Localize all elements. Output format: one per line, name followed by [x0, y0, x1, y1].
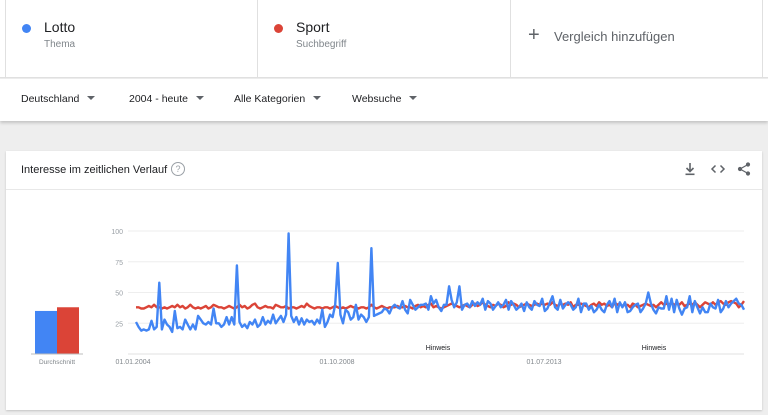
y-tick-label: 50	[115, 291, 123, 298]
comparison-bar: Lotto Thema Sport Suchbegriff + Vergleic…	[0, 0, 768, 78]
x-tick-label: 01.10.2008	[319, 359, 354, 366]
share-icon[interactable]	[736, 161, 752, 177]
series-color-dot	[274, 24, 283, 33]
embed-code-icon[interactable]	[710, 161, 726, 177]
x-tick-label: 01.07.2013	[526, 359, 561, 366]
term-type: Suchbegriff	[296, 39, 347, 50]
average-bar-lotto	[35, 310, 57, 354]
average-label: Durchschnitt	[39, 359, 75, 366]
time-range-dropdown[interactable]: 2004 - heute	[129, 93, 204, 105]
y-tick-label: 75	[115, 260, 123, 267]
term-type: Thema	[44, 39, 76, 50]
region-dropdown[interactable]: Deutschland	[21, 93, 96, 105]
term-name: Sport	[296, 19, 330, 35]
help-icon[interactable]: ?	[171, 162, 185, 176]
add-comparison-label: Vergleich hinzufügen	[554, 29, 675, 44]
term-card-sport[interactable]: Sport Suchbegriff	[258, 0, 511, 78]
caret-down-icon	[87, 96, 96, 101]
y-tick-label: 100	[111, 229, 123, 236]
region-label: Deutschland	[21, 93, 80, 105]
caret-down-icon	[313, 96, 322, 101]
time-range-label: 2004 - heute	[129, 93, 188, 105]
plus-icon: +	[528, 24, 540, 46]
average-bar-sport	[57, 307, 79, 354]
category-dropdown[interactable]: Alle Kategorien	[234, 93, 322, 105]
term-name: Lotto	[44, 19, 76, 35]
interest-over-time-card: Interesse im zeitlichen Verlauf ? 100 75 5…	[6, 151, 762, 410]
annotation-note: Hinweis	[642, 345, 667, 352]
card-divider	[6, 189, 762, 190]
search-type-dropdown[interactable]: Websuche	[352, 93, 418, 105]
caret-down-icon	[409, 96, 418, 101]
trend-chart: 100 75 50 25 Durchschnitt 01.01.2004 01.10.200…	[31, 229, 746, 366]
series-color-dot	[22, 24, 31, 33]
card-title: Interesse im zeitlichen Verlauf	[21, 164, 168, 176]
category-label: Alle Kategorien	[234, 93, 306, 105]
annotation-note: Hinweis	[426, 345, 451, 352]
series-line-lotto	[134, 232, 746, 334]
search-type-label: Websuche	[352, 93, 402, 105]
download-icon[interactable]	[682, 161, 698, 177]
caret-down-icon	[195, 96, 204, 101]
filter-bar: Deutschland 2004 - heute Alle Kategorien…	[0, 79, 768, 121]
add-comparison-button[interactable]: + Vergleich hinzufügen	[511, 0, 763, 78]
x-tick-label: 01.01.2004	[115, 359, 150, 366]
term-card-lotto[interactable]: Lotto Thema	[5, 0, 258, 78]
y-tick-label: 25	[115, 321, 123, 328]
